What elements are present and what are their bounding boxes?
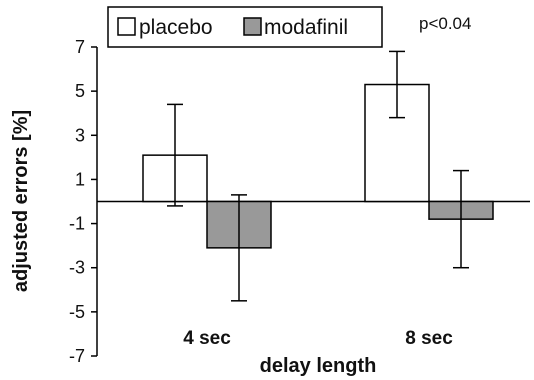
y-tick-label: -5	[69, 302, 85, 322]
legend: placebo modafinil	[107, 6, 383, 48]
category-label: 4 sec	[183, 328, 231, 349]
p-value-annotation: p<0.04	[419, 14, 471, 33]
plot-area: -7 -5 -3 -1 1 3 5 7 4 sec 8 sec	[69, 37, 530, 366]
y-tick-label: 1	[75, 169, 85, 189]
y-axis-title: adjusted errors [%]	[10, 110, 32, 292]
x-axis-title: delay length	[260, 355, 377, 377]
y-tick-label: -3	[69, 258, 85, 278]
y-tick-label: 3	[75, 125, 85, 145]
legend-label-modafinil: modafinil	[264, 16, 348, 39]
y-tick-label: 5	[75, 81, 85, 101]
y-tick-label: -7	[69, 346, 85, 366]
legend-swatch-placebo	[117, 17, 136, 36]
legend-label-placebo: placebo	[139, 16, 213, 39]
y-tick-label: -1	[69, 214, 85, 234]
legend-swatch-modafinil	[243, 17, 262, 36]
y-tick-label: 7	[75, 37, 85, 57]
category-label: 8 sec	[405, 328, 453, 349]
